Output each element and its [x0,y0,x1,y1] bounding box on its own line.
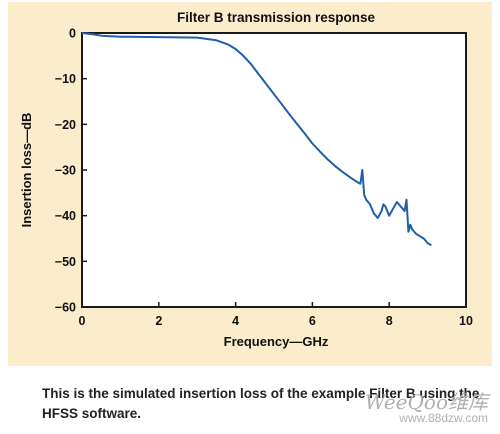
x-tick-label: 4 [232,314,239,328]
figure-panel: Filter B transmission response Insertion… [8,2,492,366]
y-tick-label: −10 [55,72,76,86]
figure-caption: This is the simulated insertion loss of … [42,386,480,421]
watermark-url: www.88dzw.com [399,411,488,425]
y-axis-label: Insertion loss—dB [19,113,34,228]
y-tick-label: 0 [69,27,76,41]
chart-title: Filter B transmission response [177,10,376,25]
x-tick-label: 0 [79,314,86,328]
x-tick-label: 8 [386,314,393,328]
series-line [81,32,432,247]
y-tick-label: −20 [55,118,76,132]
x-tick-label: 2 [155,314,162,328]
x-tick-label: 10 [459,314,473,328]
x-tick-label: 6 [309,314,316,328]
y-axis-ticks: 0 −10 −20 −30 −40 −50 −60 [55,27,87,315]
series-layer [81,32,432,247]
watermark: WeeQoo维库 www.88dzw.com [364,390,488,426]
watermark-brand: WeeQoo维库 [364,390,488,414]
line-chart: Filter B transmission response Insertion… [19,10,473,349]
y-tick-label: −40 [55,209,76,223]
y-tick-label: −30 [55,164,76,178]
y-tick-label: −60 [55,301,76,315]
x-axis-ticks: 0 2 4 6 8 10 [79,302,473,328]
x-axis-label: Frequency—GHz [224,334,329,349]
y-tick-label: −50 [55,255,76,269]
plot-area [81,32,467,308]
